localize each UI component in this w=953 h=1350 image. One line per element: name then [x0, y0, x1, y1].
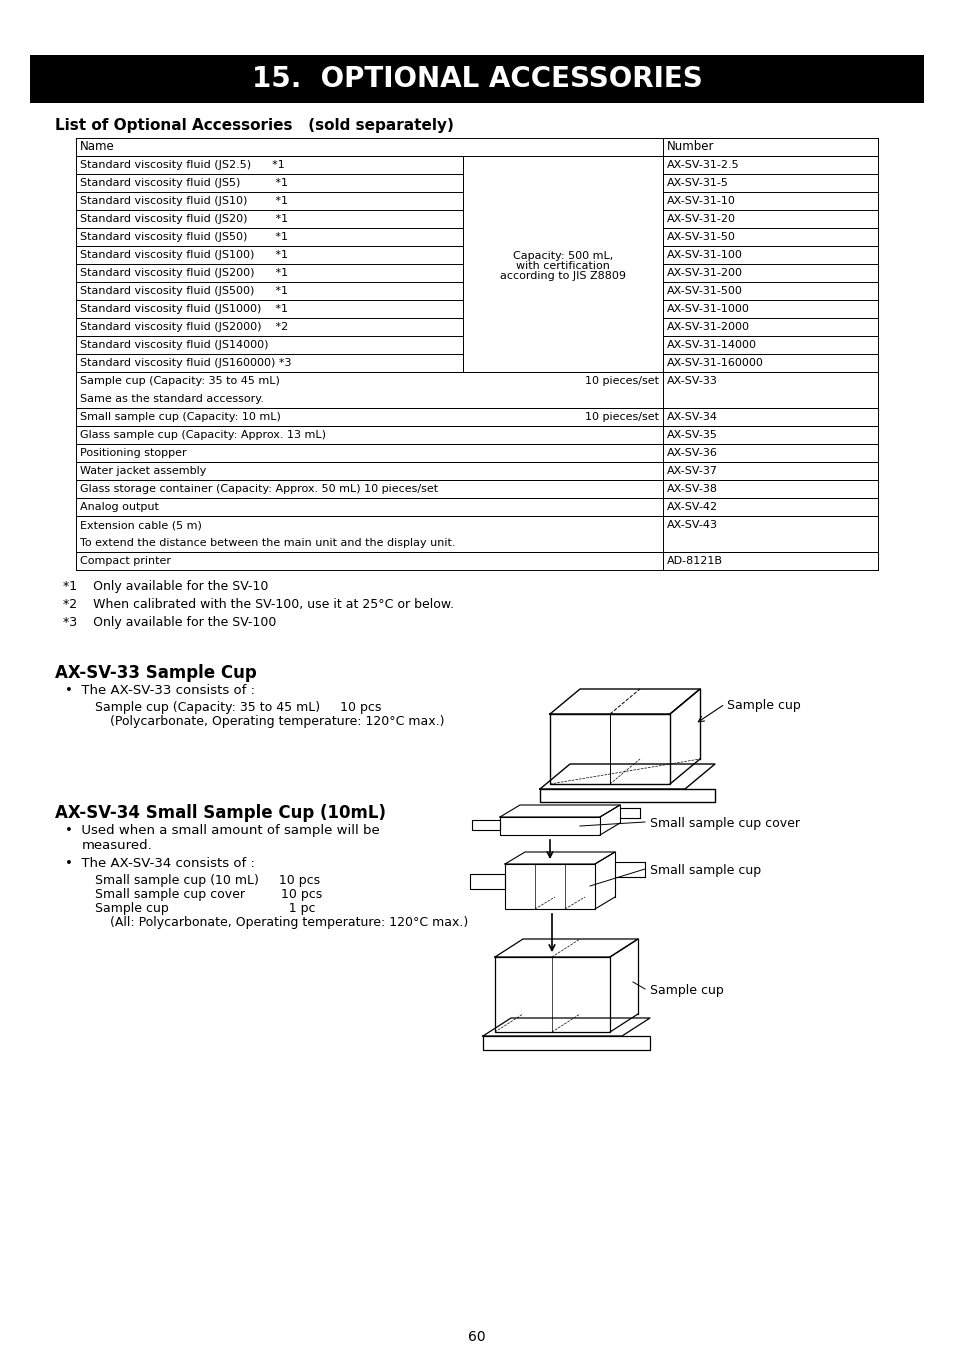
Text: 10 pieces/set: 10 pieces/set [584, 377, 659, 386]
Text: 10 pieces/set: 10 pieces/set [584, 412, 659, 423]
Text: Analog output: Analog output [80, 502, 159, 512]
Text: Same as the standard accessory.: Same as the standard accessory. [80, 394, 264, 404]
Text: Small sample cup (10 mL)     10 pcs: Small sample cup (10 mL) 10 pcs [95, 873, 320, 887]
Text: measured.: measured. [82, 838, 152, 852]
Text: Small sample cup (Capacity: 10 mL): Small sample cup (Capacity: 10 mL) [80, 412, 280, 423]
Text: To extend the distance between the main unit and the display unit.: To extend the distance between the main … [80, 539, 455, 548]
Text: AX-SV-42: AX-SV-42 [666, 502, 718, 512]
Text: Standard viscosity fluid (JS5)          *1: Standard viscosity fluid (JS5) *1 [80, 178, 288, 188]
Text: AX-SV-34 Small Sample Cup (10mL): AX-SV-34 Small Sample Cup (10mL) [55, 805, 386, 822]
Text: Standard viscosity fluid (JS14000): Standard viscosity fluid (JS14000) [80, 340, 268, 350]
Text: Glass sample cup (Capacity: Approx. 13 mL): Glass sample cup (Capacity: Approx. 13 m… [80, 431, 326, 440]
Text: Small sample cup: Small sample cup [649, 864, 760, 878]
Text: Sample cup: Sample cup [726, 699, 800, 711]
Text: AD-8121B: AD-8121B [666, 556, 722, 566]
Text: AX-SV-31-20: AX-SV-31-20 [666, 215, 735, 224]
Bar [30, 55, 923, 103]
Text: AX-SV-31-500: AX-SV-31-500 [666, 286, 742, 296]
Text: AX-SV-34: AX-SV-34 [666, 412, 718, 423]
Text: Standard viscosity fluid (JS2.5)      *1: Standard viscosity fluid (JS2.5) *1 [80, 161, 284, 170]
Text: List of Optional Accessories   (sold separately): List of Optional Accessories (sold separ… [55, 117, 454, 134]
Text: Glass storage container (Capacity: Approx. 50 mL) 10 pieces/set: Glass storage container (Capacity: Appro… [80, 485, 437, 494]
Text: AX-SV-31-14000: AX-SV-31-14000 [666, 340, 757, 350]
Text: 60: 60 [468, 1330, 485, 1345]
Text: AX-SV-31-1000: AX-SV-31-1000 [666, 304, 749, 315]
Text: Capacity: 500 mL,: Capacity: 500 mL, [513, 251, 613, 261]
Text: AX-SV-31-5: AX-SV-31-5 [666, 178, 728, 188]
Text: (All: Polycarbonate, Operating temperature: 120°C max.): (All: Polycarbonate, Operating temperatu… [110, 917, 468, 929]
Bar [499, 817, 599, 836]
Text: Standard viscosity fluid (JS500)      *1: Standard viscosity fluid (JS500) *1 [80, 286, 288, 296]
Text: AX-SV-38: AX-SV-38 [666, 485, 718, 494]
Bar [472, 819, 499, 830]
Text: Standard viscosity fluid (JS20)        *1: Standard viscosity fluid (JS20) *1 [80, 215, 288, 224]
Bar [504, 864, 595, 909]
Text: with certification: with certification [516, 261, 609, 271]
Text: AX-SV-31-2000: AX-SV-31-2000 [666, 323, 749, 332]
Text: Standard viscosity fluid (JS2000)    *2: Standard viscosity fluid (JS2000) *2 [80, 323, 288, 332]
Text: Compact printer: Compact printer [80, 556, 171, 566]
Text: Standard viscosity fluid (JS160000) *3: Standard viscosity fluid (JS160000) *3 [80, 358, 292, 369]
Text: AX-SV-31-200: AX-SV-31-200 [666, 269, 742, 278]
Text: Sample cup: Sample cup [649, 984, 723, 998]
Text: •  The AX-SV-34 consists of :: • The AX-SV-34 consists of : [65, 857, 254, 869]
Text: AX-SV-33 Sample Cup: AX-SV-33 Sample Cup [55, 664, 256, 682]
Text: Standard viscosity fluid (JS50)        *1: Standard viscosity fluid (JS50) *1 [80, 232, 288, 242]
Text: *3    Only available for the SV-100: *3 Only available for the SV-100 [55, 616, 276, 629]
Text: Standard viscosity fluid (JS200)      *1: Standard viscosity fluid (JS200) *1 [80, 269, 288, 278]
Text: Number: Number [666, 140, 714, 154]
Text: *1    Only available for the SV-10: *1 Only available for the SV-10 [55, 580, 268, 593]
Text: Standard viscosity fluid (JS100)      *1: Standard viscosity fluid (JS100) *1 [80, 250, 288, 261]
Text: AX-SV-31-10: AX-SV-31-10 [666, 196, 735, 207]
Text: Sample cup (Capacity: 35 to 45 mL): Sample cup (Capacity: 35 to 45 mL) [80, 377, 279, 386]
Text: Small sample cup cover         10 pcs: Small sample cup cover 10 pcs [95, 888, 322, 900]
Text: AX-SV-36: AX-SV-36 [666, 448, 717, 458]
Text: AX-SV-31-2.5: AX-SV-31-2.5 [666, 161, 739, 170]
Text: •  The AX-SV-33 consists of :: • The AX-SV-33 consists of : [65, 684, 254, 697]
Text: AX-SV-31-50: AX-SV-31-50 [666, 232, 735, 242]
Text: Small sample cup cover: Small sample cup cover [649, 817, 800, 830]
Text: Extension cable (5 m): Extension cable (5 m) [80, 520, 202, 531]
Bar [470, 873, 504, 890]
Text: Water jacket assembly: Water jacket assembly [80, 466, 206, 477]
Text: AX-SV-37: AX-SV-37 [666, 466, 718, 477]
Bar [495, 957, 609, 1031]
Bar [482, 1035, 649, 1050]
Text: AX-SV-33: AX-SV-33 [666, 377, 717, 386]
Text: Sample cup                              1 pc: Sample cup 1 pc [95, 902, 315, 915]
Text: AX-SV-35: AX-SV-35 [666, 431, 717, 440]
Text: 15.  OPTIONAL ACCESSORIES: 15. OPTIONAL ACCESSORIES [252, 65, 701, 93]
Text: Standard viscosity fluid (JS10)        *1: Standard viscosity fluid (JS10) *1 [80, 196, 288, 207]
Text: according to JIS Z8809: according to JIS Z8809 [499, 271, 625, 281]
Text: •  Used when a small amount of sample will be: • Used when a small amount of sample wil… [65, 824, 379, 837]
Text: Standard viscosity fluid (JS1000)    *1: Standard viscosity fluid (JS1000) *1 [80, 304, 288, 315]
Text: AX-SV-43: AX-SV-43 [666, 520, 718, 531]
Text: AX-SV-31-100: AX-SV-31-100 [666, 250, 742, 261]
Text: Positioning stopper: Positioning stopper [80, 448, 187, 458]
Text: *2    When calibrated with the SV-100, use it at 25°C or below.: *2 When calibrated with the SV-100, use … [55, 598, 454, 612]
Text: Name: Name [80, 140, 114, 154]
Text: Sample cup (Capacity: 35 to 45 mL)     10 pcs: Sample cup (Capacity: 35 to 45 mL) 10 pc… [95, 701, 381, 714]
Text: (Polycarbonate, Operating temperature: 120°C max.): (Polycarbonate, Operating temperature: 1… [110, 716, 444, 728]
Text: AX-SV-31-160000: AX-SV-31-160000 [666, 358, 763, 369]
